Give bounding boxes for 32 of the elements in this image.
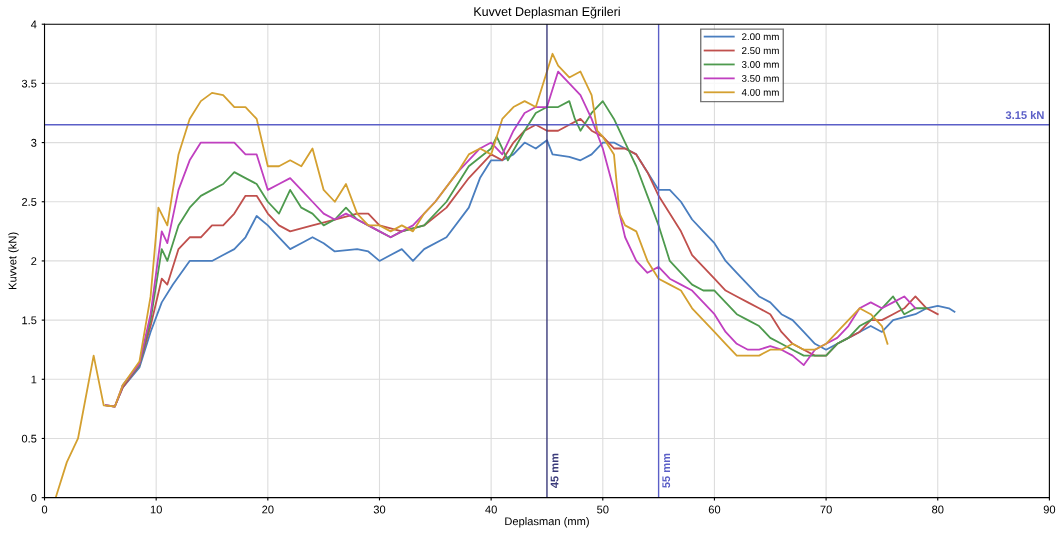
x-tick-label: 30	[373, 505, 386, 514]
x-tick-label: 20	[262, 505, 274, 514]
x-tick-label: 90	[1043, 505, 1056, 514]
ref-line-label: 3.15 kN	[1005, 110, 1044, 120]
line-series	[54, 52, 889, 498]
y-tick-label: 4	[30, 20, 37, 29]
x-tick-label: 70	[820, 505, 832, 514]
y-tick-label: 2	[31, 257, 37, 265]
x-tick-label: 50	[597, 505, 609, 514]
y-tick-label: 0.5	[21, 434, 37, 443]
legend-label: 2.50 mm	[742, 47, 779, 55]
x-axis-title: Deplasman (mm)	[505, 517, 589, 528]
line-series	[105, 70, 917, 408]
y-tick-label: 2.5	[22, 198, 37, 206]
y-tick-label: 3.5	[21, 79, 37, 88]
legend-label: 4.00 mm	[741, 88, 779, 96]
y-tick-label: 1	[31, 375, 37, 384]
x-tick-label: 0	[41, 505, 48, 514]
legend-label: 3.50 mm	[741, 74, 779, 82]
y-tick-label: 1.5	[22, 316, 37, 325]
legend-label: 2.00 mm	[742, 33, 779, 41]
y-tick-label: 3	[31, 138, 37, 147]
legend-label: 3.00 mm	[741, 61, 779, 68]
x-tick-label: 60	[708, 505, 721, 514]
ref-line-label: 55 mm	[662, 453, 671, 488]
chart-title: Kuvvet Deplasman Eğrileri	[474, 6, 620, 19]
ref-line-label: 45 mm	[550, 453, 559, 489]
x-tick-label: 10	[150, 505, 162, 514]
x-tick-label: 40	[485, 505, 497, 514]
y-axis-title: Kuvvet (kN)	[8, 232, 19, 290]
x-tick-label: 80	[932, 505, 944, 514]
y-tick-label: 0	[31, 493, 37, 502]
